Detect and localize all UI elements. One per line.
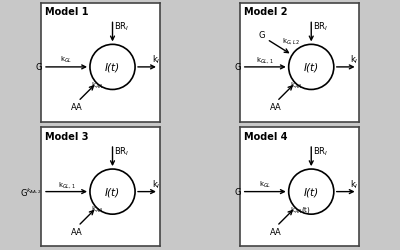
Text: k$_{AA}$: k$_{AA}$	[92, 204, 104, 214]
Text: G$^{k_{AA,2}}$: G$^{k_{AA,2}}$	[20, 186, 42, 198]
Text: BR$_I$: BR$_I$	[313, 21, 328, 33]
Text: Model 3: Model 3	[45, 132, 88, 141]
Text: k$_{GL}$: k$_{GL}$	[259, 179, 271, 189]
Text: G: G	[35, 63, 42, 72]
Text: k$_{AA}$(t): k$_{AA}$(t)	[290, 204, 311, 214]
Text: k$_{GL,1}$: k$_{GL,1}$	[256, 55, 274, 65]
Text: I(t): I(t)	[105, 63, 120, 72]
Text: Model 1: Model 1	[45, 7, 88, 17]
Text: k$_I$: k$_I$	[152, 54, 160, 66]
Text: BR$_I$: BR$_I$	[114, 21, 130, 33]
Text: AA: AA	[270, 227, 282, 236]
Text: G: G	[234, 63, 240, 72]
Text: Model 2: Model 2	[244, 7, 287, 17]
Text: k$_{AA}$: k$_{AA}$	[290, 80, 303, 90]
Text: k$_I$: k$_I$	[350, 178, 359, 190]
Text: AA: AA	[270, 102, 282, 112]
Text: BR$_I$: BR$_I$	[313, 145, 328, 158]
Text: k$_{G,L2}$: k$_{G,L2}$	[282, 36, 300, 46]
Text: Model 4: Model 4	[244, 132, 287, 141]
Text: k$_{AA}$: k$_{AA}$	[92, 80, 104, 90]
Text: k$_I$: k$_I$	[152, 178, 160, 190]
Text: G: G	[259, 30, 265, 40]
Text: I(t): I(t)	[304, 187, 319, 197]
Text: AA: AA	[71, 227, 83, 236]
Text: AA: AA	[71, 102, 83, 112]
Text: I(t): I(t)	[105, 187, 120, 197]
Text: I(t): I(t)	[304, 63, 319, 72]
Text: BR$_I$: BR$_I$	[114, 145, 130, 158]
Text: k$_I$: k$_I$	[350, 54, 359, 66]
Text: k$_{GL,1}$: k$_{GL,1}$	[58, 179, 75, 189]
Text: k$_{GL}$: k$_{GL}$	[60, 55, 73, 65]
Text: G: G	[234, 187, 240, 196]
